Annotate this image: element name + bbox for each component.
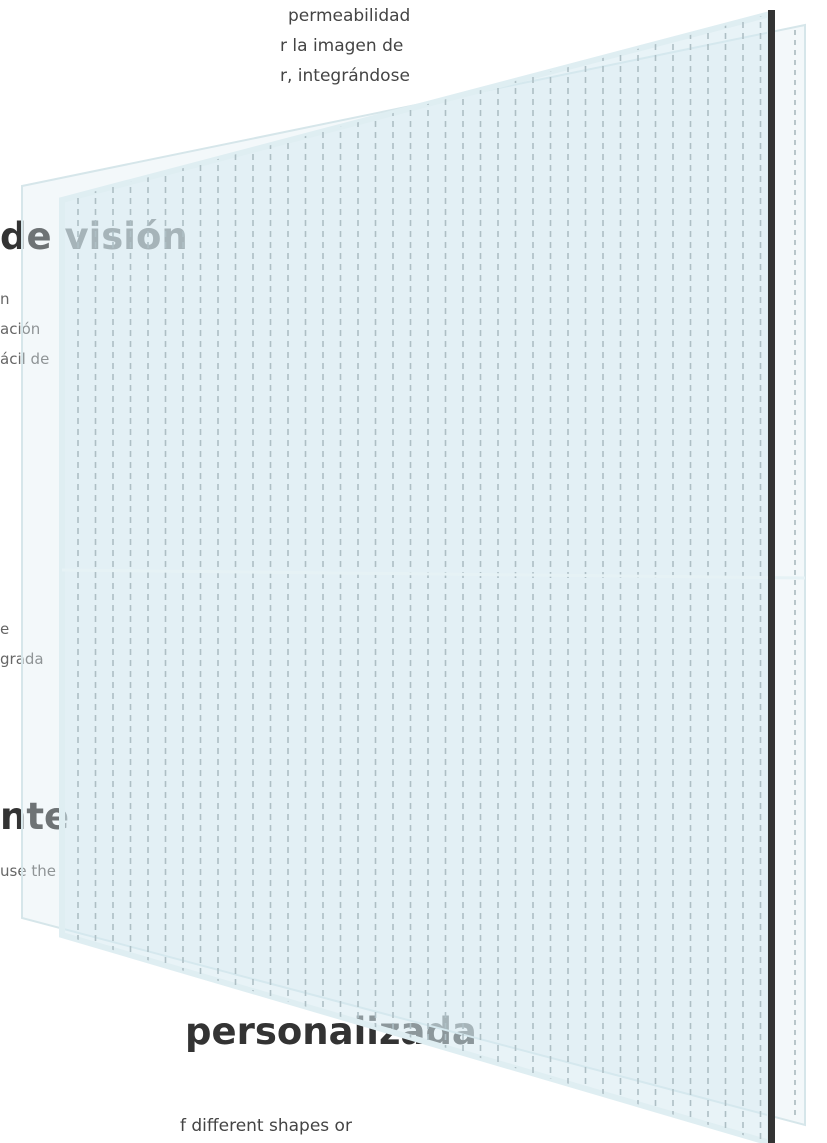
text-line: e — [0, 620, 10, 638]
text-line: ácil de — [0, 350, 49, 368]
text-line: r, integrándose — [280, 66, 410, 86]
text-line: r la imagen de — [280, 36, 404, 56]
text-line: ación — [0, 320, 41, 338]
text-line: use the — [0, 862, 56, 880]
text-line: permeabilidad — [288, 6, 411, 26]
front-pane — [59, 10, 773, 1143]
pane-edge — [768, 10, 775, 1143]
text-line: f different shapes or — [180, 1116, 352, 1136]
heading: nte — [0, 795, 69, 838]
pane-seam — [61, 568, 806, 580]
text-line: n — [0, 290, 10, 308]
